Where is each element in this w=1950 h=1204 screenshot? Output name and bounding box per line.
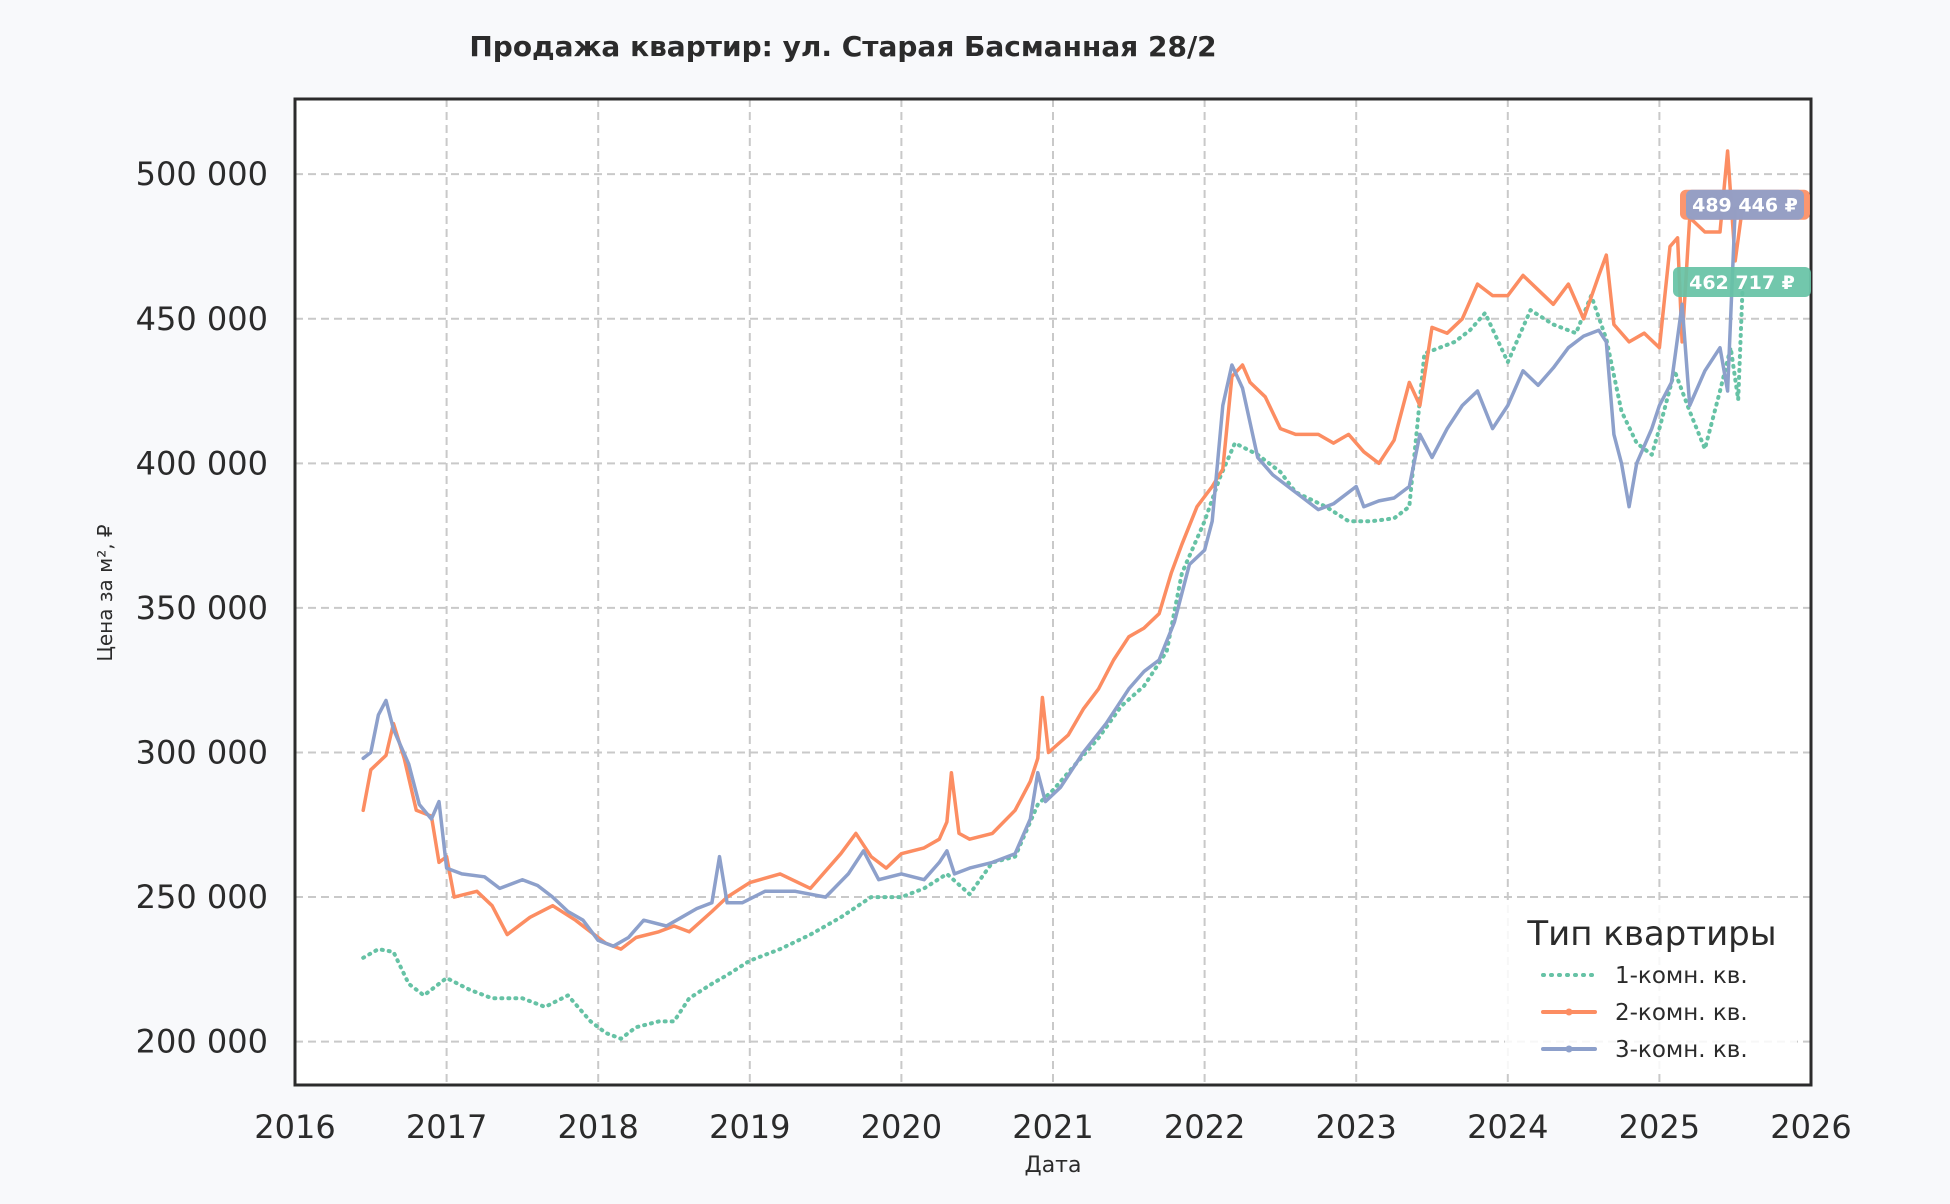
y-tick-label: 200 000 (136, 1023, 268, 1061)
x-tick-label: 2022 (1164, 1108, 1245, 1146)
x-tick-label: 2025 (1619, 1108, 1700, 1146)
legend-label-1: 1-комн. кв. (1615, 963, 1748, 989)
x-axis-label: Дата (1025, 1153, 1082, 1178)
x-tick-label: 2016 (254, 1108, 335, 1146)
x-tick-label: 2019 (709, 1108, 790, 1146)
end-value-label: 489 446 ₽ (1692, 195, 1798, 217)
x-tick-label: 2024 (1467, 1108, 1548, 1146)
end-value-label: 462 717 ₽ (1689, 272, 1795, 294)
y-tick-label: 300 000 (136, 733, 268, 771)
legend-label-2: 2-комн. кв. (1615, 1000, 1748, 1026)
end-label-box (1673, 266, 1811, 297)
x-tick-label: 2021 (1012, 1108, 1093, 1146)
y-tick-label: 500 000 (136, 155, 268, 193)
chart-title: Продажа квартир: ул. Старая Басманная 28… (469, 30, 1216, 63)
x-tick-label: 2020 (861, 1108, 942, 1146)
legend-background (1505, 905, 1797, 1070)
y-tick-label: 450 000 (136, 300, 268, 338)
x-tick-label: 2018 (557, 1108, 638, 1146)
legend-label-3: 3-комн. кв. (1615, 1037, 1748, 1063)
legend: Тип квартиры 1-комн. кв. 2-комн. кв. 3-комн… (1505, 905, 1797, 1070)
series-line-1 (361, 280, 1745, 1041)
x-tick-label: 2017 (406, 1108, 487, 1146)
x-tick-label: 2023 (1315, 1108, 1396, 1146)
plot-frame (293, 97, 1813, 1087)
y-axis-label: Цена за м², ₽ (93, 524, 117, 662)
plot-area: 2016 2017 2018 2019 2020 2021 2022 2023 2024 2025… (136, 97, 1852, 1146)
series-line-3 (361, 202, 1745, 948)
y-tick-label: 350 000 (136, 589, 268, 627)
legend-marker (1565, 1008, 1573, 1016)
y-tick-label: 400 000 (136, 444, 268, 482)
end-label-box (1686, 189, 1804, 220)
y-tick-label: 250 000 (136, 878, 268, 916)
legend-title: Тип квартиры (1526, 914, 1776, 954)
legend-marker (1565, 1045, 1573, 1053)
x-tick-label: 2026 (1770, 1108, 1851, 1146)
